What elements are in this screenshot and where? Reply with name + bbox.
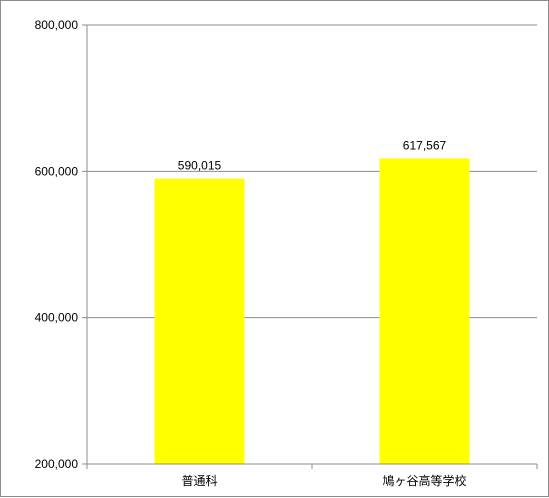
y-tick-label: 400,000 xyxy=(35,311,79,325)
bars xyxy=(154,158,470,464)
data-label: 617,567 xyxy=(403,138,447,152)
category-label: 普通科 xyxy=(181,474,217,488)
axes xyxy=(82,24,538,469)
y-tick-label: 800,000 xyxy=(35,18,79,32)
y-tick-label: 200,000 xyxy=(35,457,79,471)
labels: 200,000 400,000 600,000 800,000 590,015 普通科 61… xyxy=(35,18,467,488)
bar-0 xyxy=(154,178,245,464)
data-label: 590,015 xyxy=(178,159,222,173)
y-tick-label: 600,000 xyxy=(35,164,79,178)
bar-1 xyxy=(379,158,470,464)
category-label: 鳩ヶ谷高等学校 xyxy=(382,473,466,488)
